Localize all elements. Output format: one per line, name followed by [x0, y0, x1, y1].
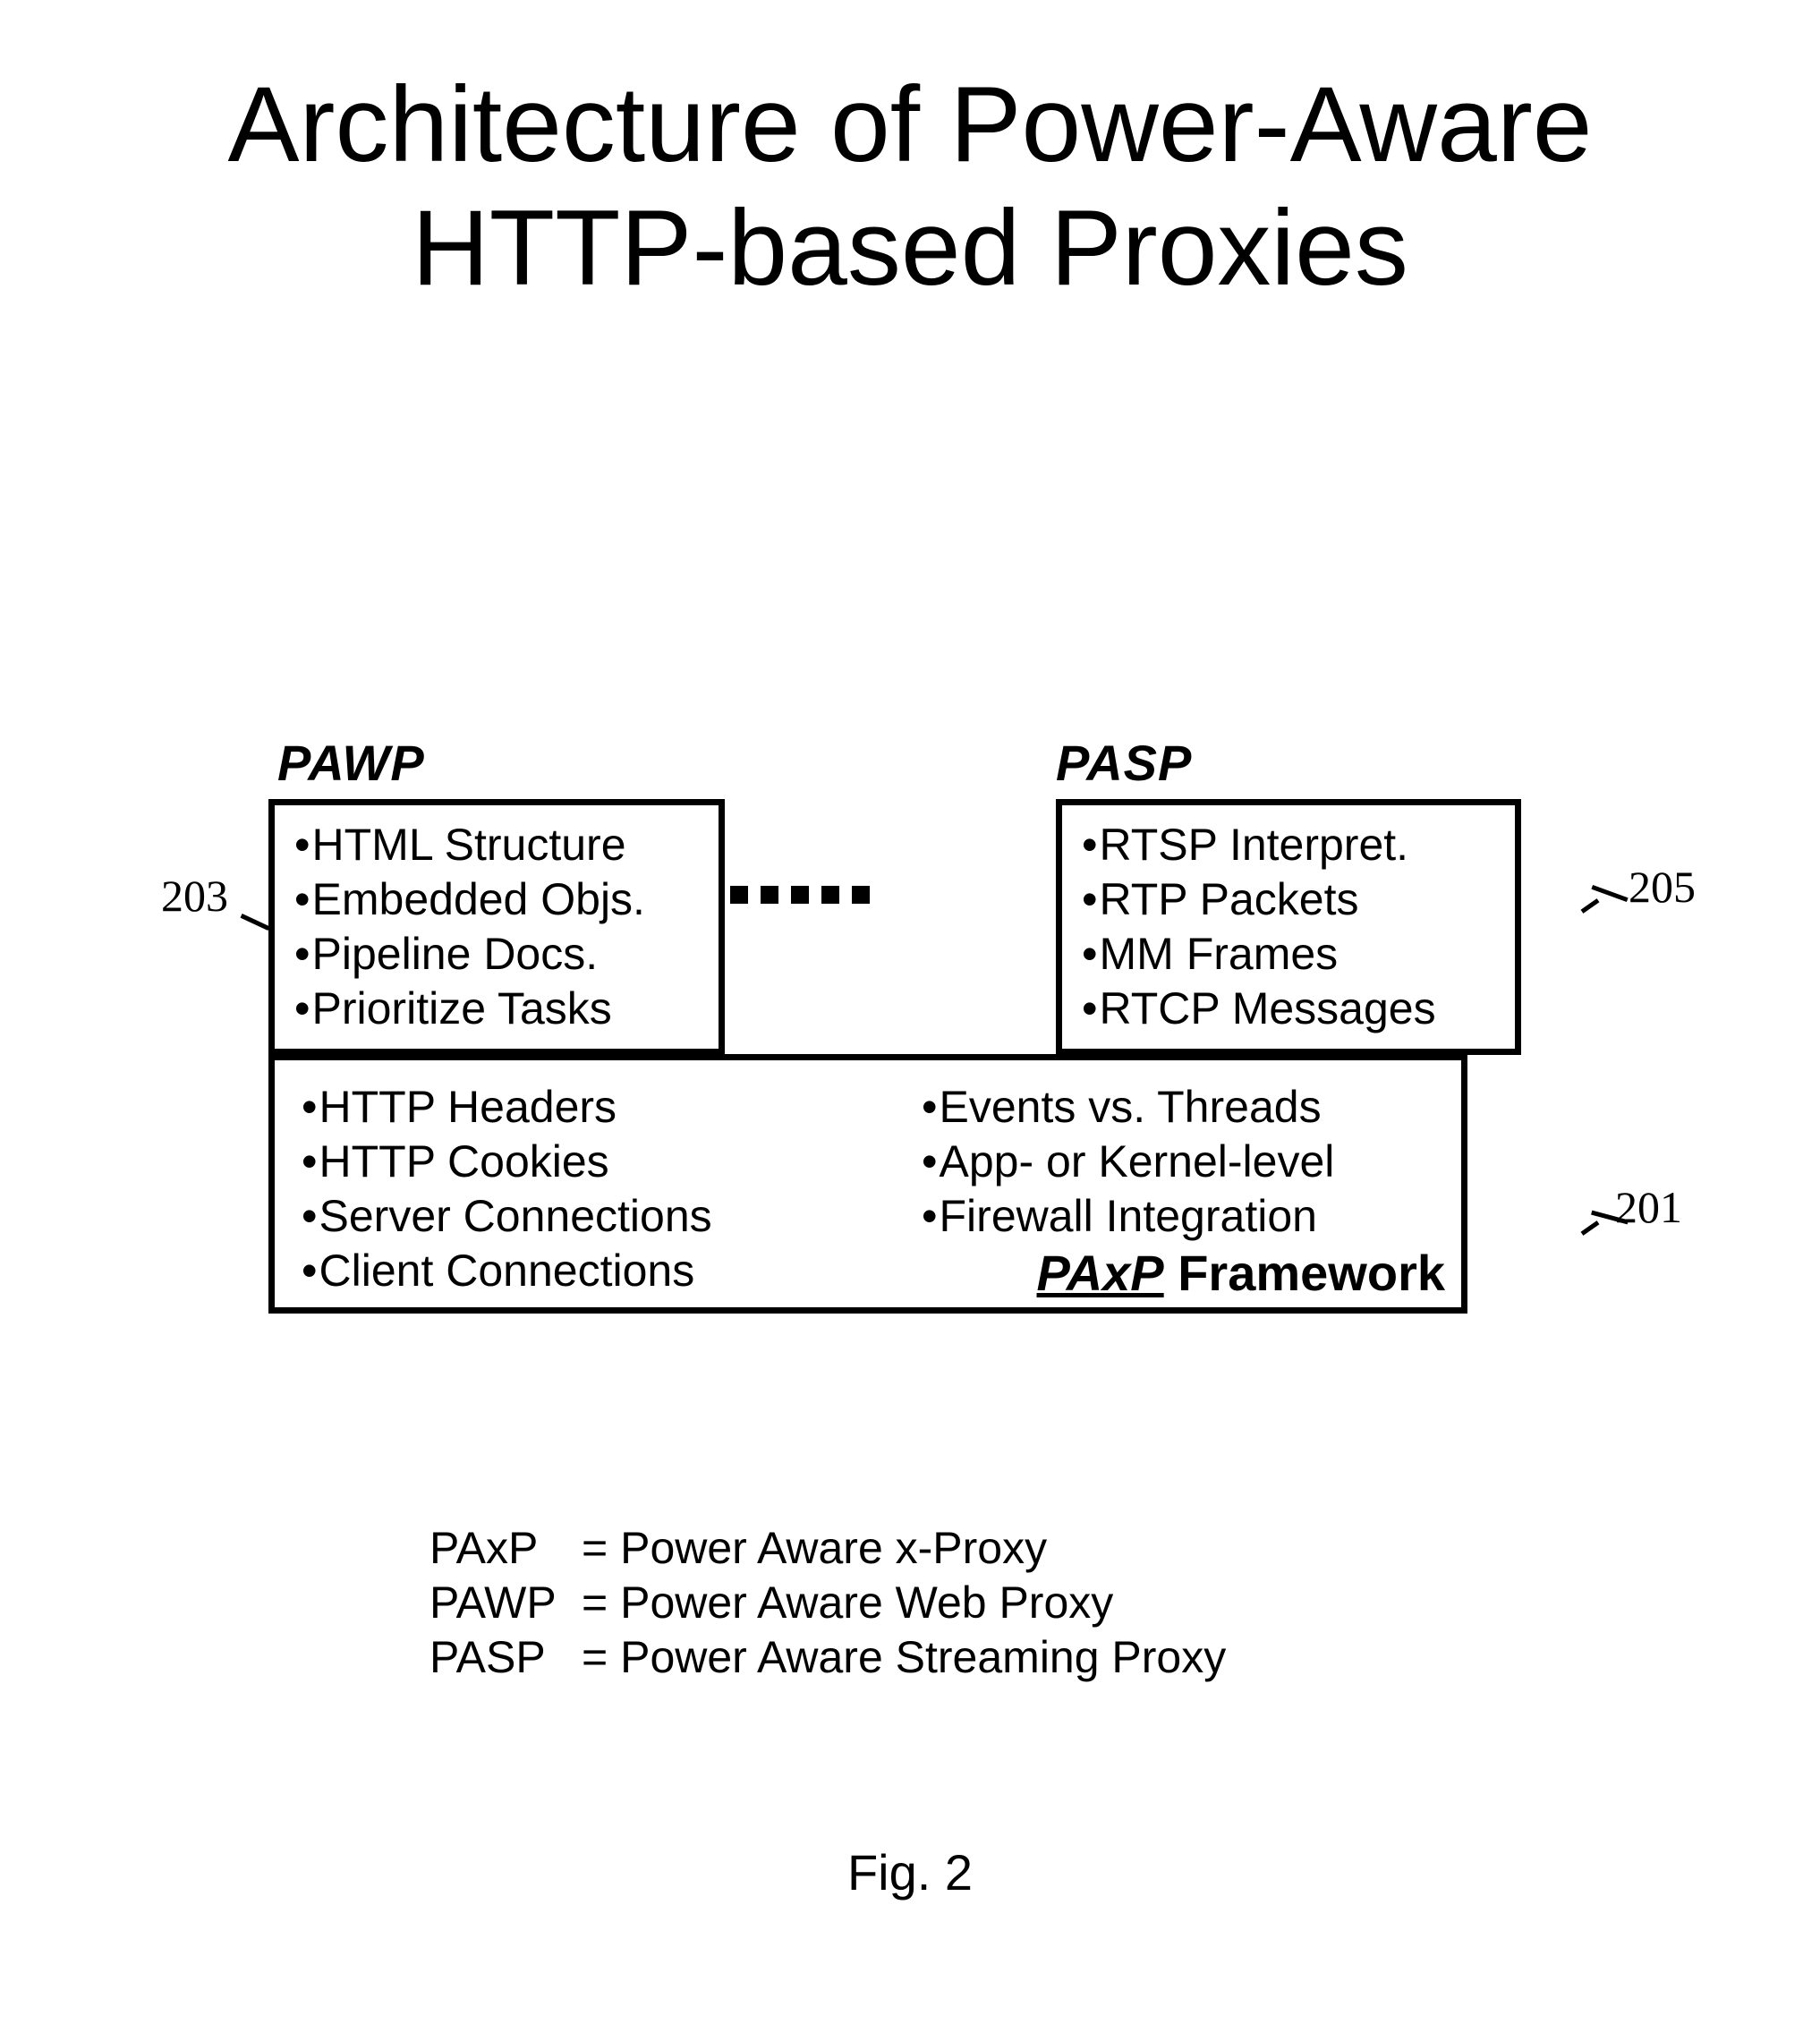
list-item: RTP Packets: [1082, 872, 1495, 927]
legend-row: PAxP = Power Aware x-Proxy: [429, 1521, 1226, 1576]
dot-icon: [730, 886, 748, 904]
list-item: Pipeline Docs.: [294, 927, 699, 982]
framework-label-ital: PAxP: [1037, 1245, 1164, 1301]
callout-205: 205: [1629, 861, 1696, 913]
list-item: App- or Kernel-level: [922, 1135, 1434, 1189]
pawp-items: HTML Structure Embedded Objs. Pipeline D…: [294, 818, 699, 1036]
legend-row: PAWP = Power Aware Web Proxy: [429, 1576, 1226, 1630]
architecture-diagram: 203 205 201 PAWP HTML Structure Embedded…: [233, 734, 1593, 1314]
callout-201: 201: [1615, 1181, 1682, 1233]
framework-label: PAxP Framework: [1037, 1244, 1445, 1302]
page-title: Architecture of Power-Aware HTTP-based P…: [0, 0, 1820, 310]
pawp-module: PAWP HTML Structure Embedded Objs. Pipel…: [233, 734, 725, 1055]
legend: PAxP = Power Aware x-Proxy PAWP = Power …: [429, 1521, 1226, 1685]
pasp-label: PASP: [1056, 734, 1396, 792]
pasp-module: PASP RTSP Interpret. RTP Packets MM Fram…: [1056, 734, 1593, 1055]
legend-row: PASP = Power Aware Streaming Proxy: [429, 1630, 1226, 1685]
framework-left-items: HTTP Headers HTTP Cookies Server Connect…: [302, 1080, 814, 1298]
pasp-items: RTSP Interpret. RTP Packets MM Frames RT…: [1082, 818, 1495, 1036]
framework-label-rest: Framework: [1164, 1245, 1445, 1301]
framework-right-items: Events vs. Threads App- or Kernel-level …: [922, 1080, 1434, 1244]
legend-def: = Power Aware Web Proxy: [582, 1576, 1113, 1630]
paxp-framework-box: HTTP Headers HTTP Cookies Server Connect…: [268, 1054, 1467, 1314]
lead-line-201b: [1581, 1220, 1600, 1236]
list-item: RTCP Messages: [1082, 982, 1495, 1036]
figure-caption: Fig. 2: [0, 1843, 1820, 1901]
legend-key: PAWP: [429, 1576, 582, 1630]
list-item: Embedded Objs.: [294, 872, 699, 927]
legend-key: PAxP: [429, 1521, 582, 1576]
list-item: HTTP Headers: [302, 1080, 814, 1135]
pawp-label: PAWP: [277, 734, 725, 792]
dot-icon: [761, 886, 778, 904]
list-item: HTTP Cookies: [302, 1135, 814, 1189]
title-line-2: HTTP-based Proxies: [412, 188, 1408, 308]
list-item: Firewall Integration: [922, 1189, 1434, 1244]
dot-icon: [791, 886, 809, 904]
dot-icon: [852, 886, 870, 904]
callout-203: 203: [161, 870, 228, 922]
pawp-box: HTML Structure Embedded Objs. Pipeline D…: [268, 799, 725, 1055]
framework-left-col: HTTP Headers HTTP Cookies Server Connect…: [302, 1080, 814, 1298]
list-item: Server Connections: [302, 1189, 814, 1244]
list-item: RTSP Interpret.: [1082, 818, 1495, 872]
title-line-1: Architecture of Power-Aware: [227, 64, 1592, 184]
legend-def: = Power Aware x-Proxy: [582, 1521, 1047, 1576]
list-item: Events vs. Threads: [922, 1080, 1434, 1135]
connector-dots: [730, 886, 870, 904]
list-item: MM Frames: [1082, 927, 1495, 982]
legend-def: = Power Aware Streaming Proxy: [582, 1630, 1226, 1685]
modules-row: PAWP HTML Structure Embedded Objs. Pipel…: [233, 734, 1593, 1055]
legend-key: PASP: [429, 1630, 582, 1685]
list-item: Client Connections: [302, 1244, 814, 1298]
dot-icon: [821, 886, 839, 904]
list-item: Prioritize Tasks: [294, 982, 699, 1036]
list-item: HTML Structure: [294, 818, 699, 872]
pasp-box: RTSP Interpret. RTP Packets MM Frames RT…: [1056, 799, 1521, 1055]
